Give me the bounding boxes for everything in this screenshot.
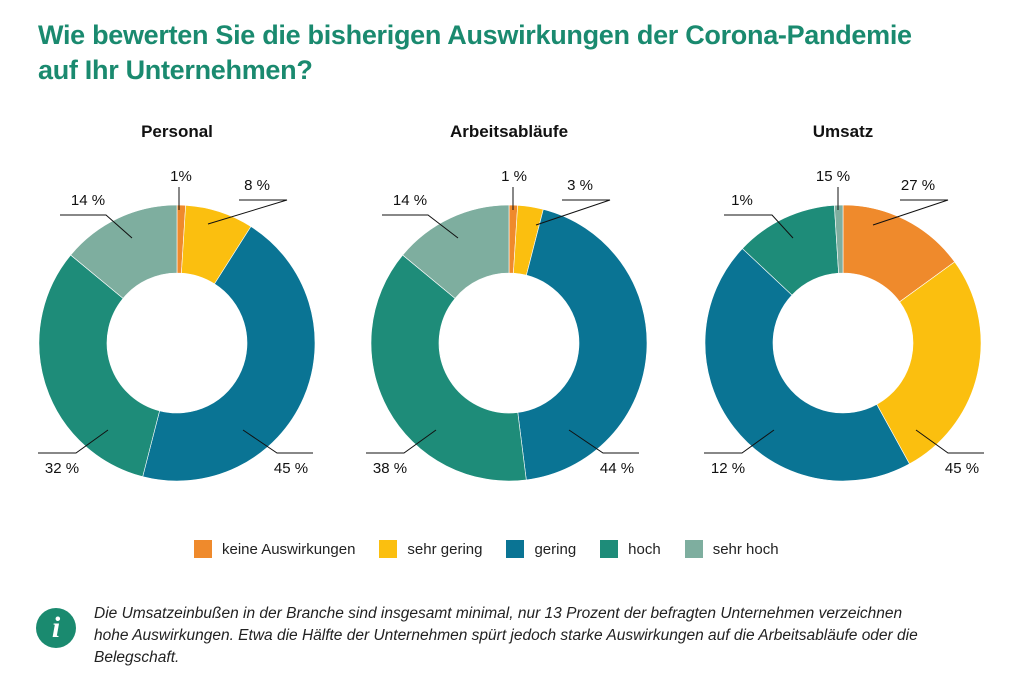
chart-title: Umsatz (813, 122, 873, 141)
data-label: 3 % (567, 177, 593, 194)
donut-slice (402, 204, 510, 299)
leader-line (568, 429, 639, 454)
data-label: 1% (170, 168, 192, 185)
legend-item-sehr-hoch: sehr hoch (684, 540, 779, 558)
legend-item-keine: keine Auswirkungen (194, 540, 355, 558)
data-label: 14 % (393, 192, 427, 209)
donut-chart-2: Umsatz 15 % 27 % 45 % 12 % 1% (704, 122, 984, 482)
page-title: Wie bewerten Sie die bisherigen Auswirku… (38, 18, 938, 88)
leader-line (724, 214, 794, 239)
leader-line (60, 214, 133, 239)
legend-swatch (600, 540, 619, 558)
donut-slice (834, 204, 844, 274)
leader-line (872, 199, 949, 226)
donut-slice (876, 261, 982, 465)
data-label: 38 % (373, 460, 407, 477)
data-label: 45 % (274, 460, 308, 477)
chart-title: Arbeitsabläufe (450, 122, 568, 141)
legend-item-gering: gering (506, 540, 576, 558)
legend-label: keine Auswirkungen (222, 540, 356, 558)
data-label: 12 % (711, 460, 745, 477)
data-label: 1 % (501, 168, 527, 185)
chart-title: Personal (141, 122, 213, 141)
title-line-1: Wie bewerten Sie die bisherigen Auswirku… (38, 20, 912, 50)
data-label: 44 % (600, 460, 634, 477)
leader-line (242, 429, 313, 454)
legend-label: sehr hoch (712, 540, 779, 558)
leader-line (704, 429, 775, 454)
leader-line (915, 429, 984, 454)
donut-slice (38, 254, 160, 478)
donut-chart-0: Personal 1% 8 % 45 % 32 % 14 % (38, 122, 316, 482)
leader-line (382, 214, 459, 239)
leader-line (38, 429, 109, 454)
leader-line (366, 429, 437, 454)
donut-slice (142, 226, 316, 482)
info-icon: i (36, 608, 76, 648)
legend-label: sehr gering (407, 540, 483, 558)
legend-label: gering (534, 540, 577, 558)
legend-swatch (684, 540, 703, 558)
legend-item-sehr-gering: sehr gering (379, 540, 482, 558)
legend: keine Auswirkungen sehr gering gering ho… (194, 540, 803, 558)
donut-slice (704, 248, 910, 482)
donut-charts: Personal 1% 8 % 45 % 32 % 14 % Arbeitsabläufe 1… (38, 122, 984, 482)
donut-chart-1: Arbeitsabläufe 1 % 3 % 44 % 38 % 14 % (366, 122, 648, 482)
data-label: 1% (731, 192, 753, 209)
data-label: 14 % (71, 192, 105, 209)
legend-label: hoch (628, 540, 661, 558)
donut-slice (370, 254, 527, 482)
legend-item-hoch: hoch (600, 540, 661, 558)
leader-line (535, 199, 611, 226)
title-line-2: auf Ihr Unternehmen? (38, 55, 313, 85)
donut-slice (517, 208, 648, 481)
info-note: Die Umsatzeinbußen in der Branche sind i… (94, 605, 918, 666)
data-label: 32 % (45, 460, 79, 477)
legend-swatch (194, 540, 212, 558)
donut-slice (70, 204, 178, 299)
legend-swatch (379, 540, 398, 558)
legend-swatch (506, 540, 525, 558)
leader-line (207, 199, 288, 225)
data-label: 8 % (244, 177, 270, 194)
data-label: 15 % (816, 168, 850, 185)
data-label: 45 % (945, 460, 979, 477)
data-label: 27 % (901, 177, 935, 194)
